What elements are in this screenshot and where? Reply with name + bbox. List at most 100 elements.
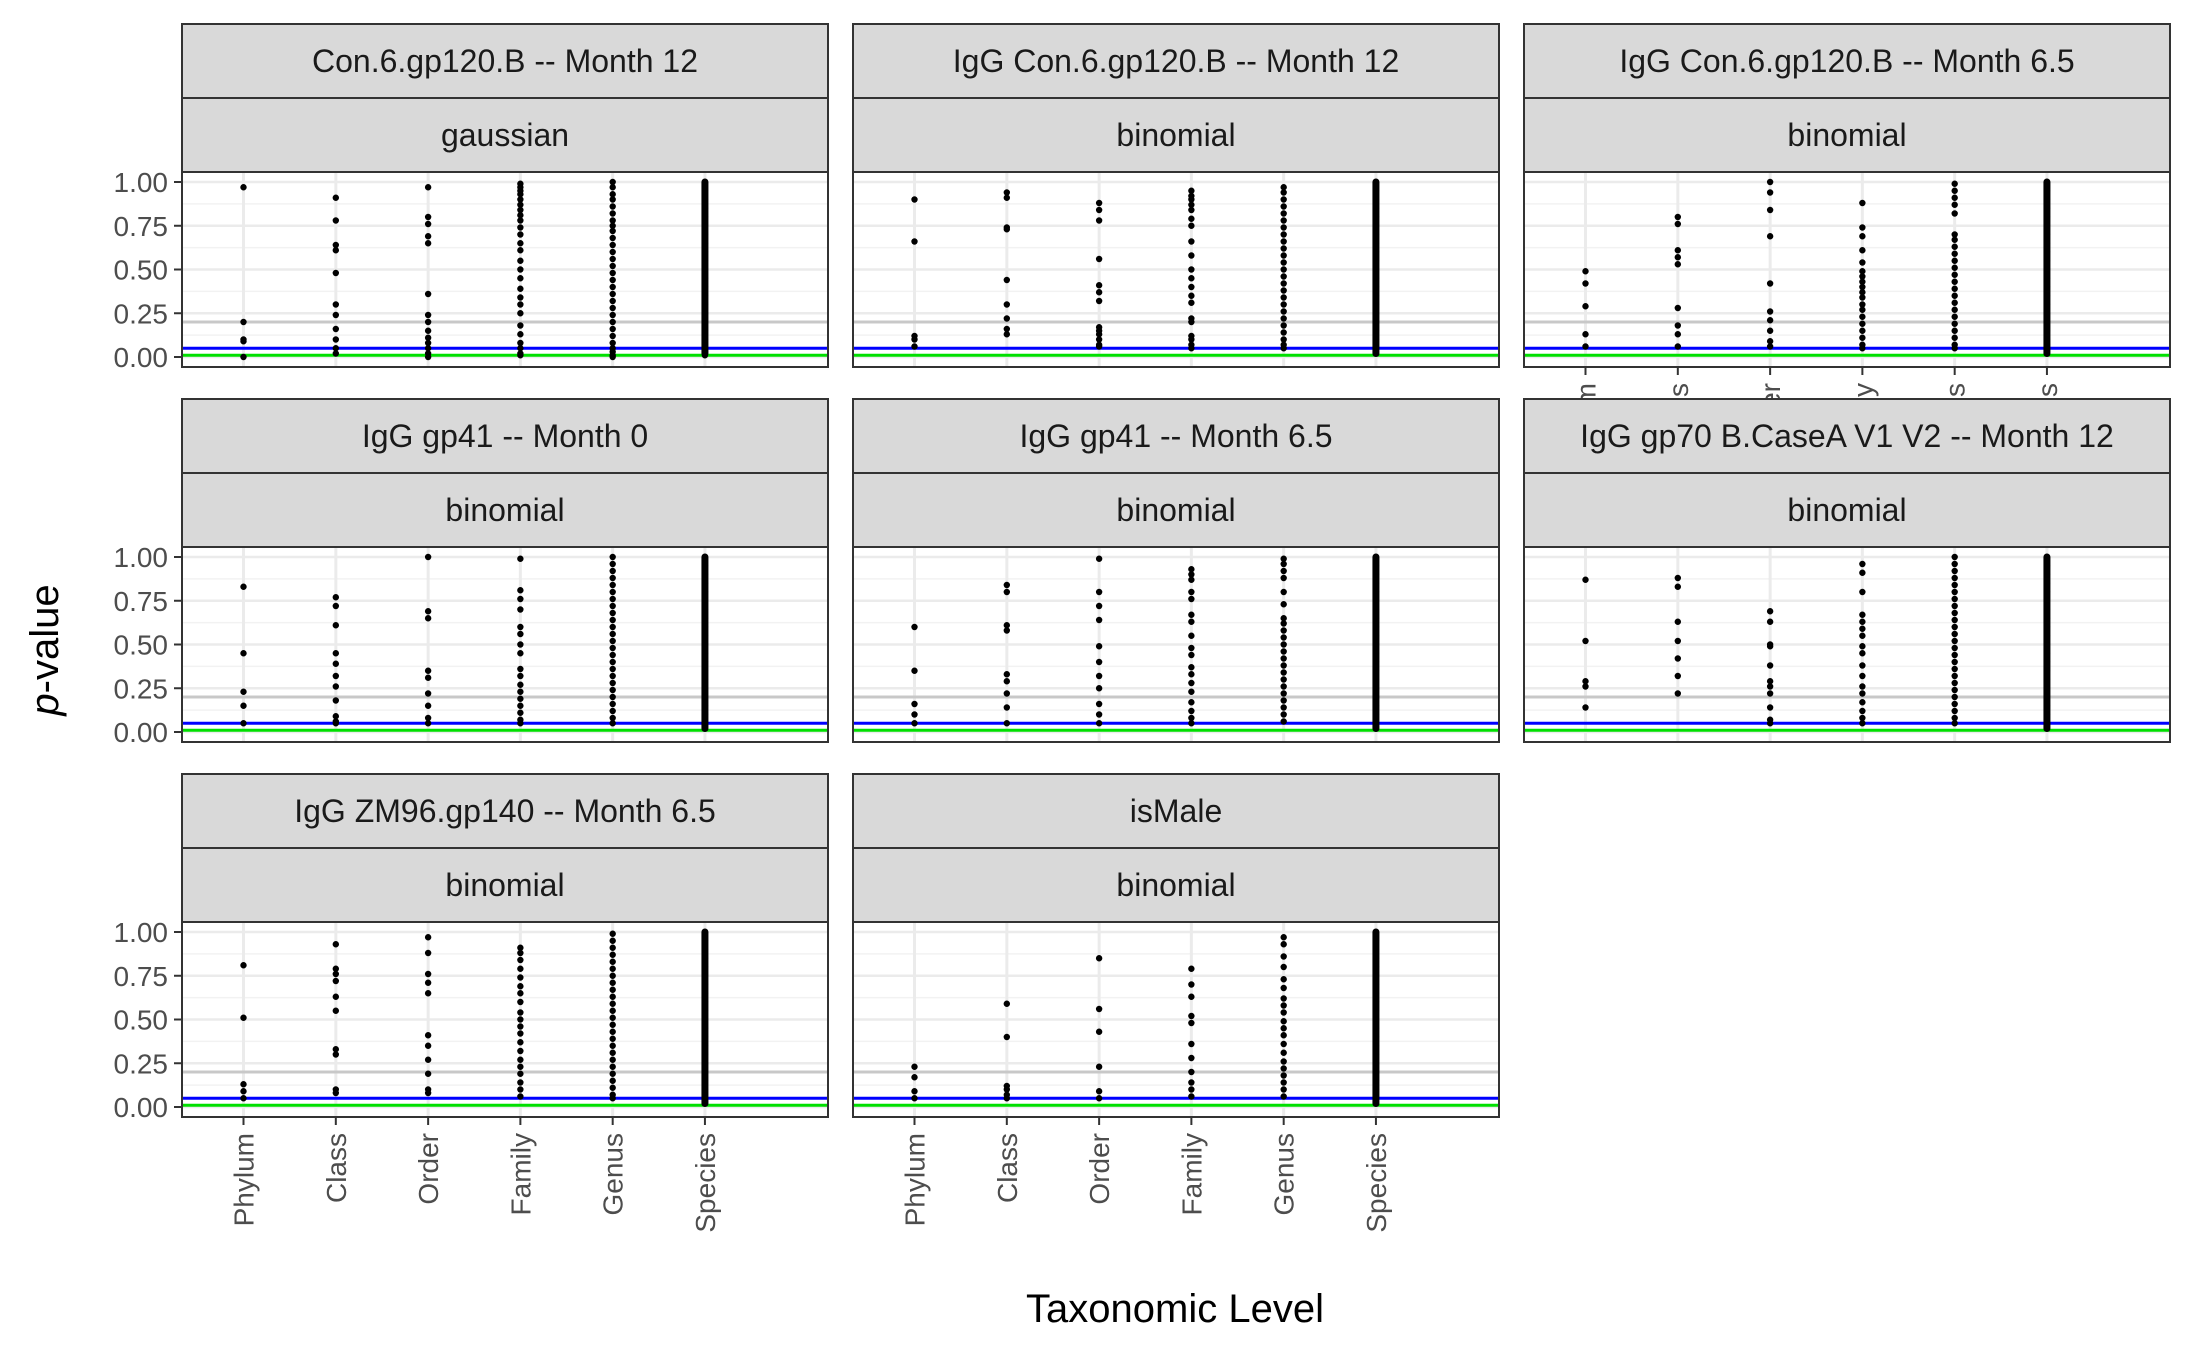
data-point xyxy=(609,1095,616,1102)
data-point xyxy=(609,283,616,291)
x-tick-label: Genus xyxy=(1269,1133,1300,1216)
data-point xyxy=(609,1035,616,1042)
data-point xyxy=(1951,271,1958,278)
data-point xyxy=(332,241,340,249)
data-point xyxy=(1188,1068,1195,1076)
panel-title: Con.6.gp120.B -- Month 12 xyxy=(312,43,698,79)
data-point xyxy=(424,1042,432,1049)
data-point xyxy=(1280,976,1287,983)
data-point xyxy=(240,318,247,326)
data-point xyxy=(609,1007,616,1014)
data-point xyxy=(517,595,524,603)
data-point xyxy=(609,196,616,203)
data-point xyxy=(1095,255,1103,263)
data-point xyxy=(609,1042,616,1049)
data-point xyxy=(517,944,524,951)
data-point xyxy=(609,1049,616,1056)
data-point xyxy=(609,993,616,1000)
data-point xyxy=(1951,345,1958,352)
data-point xyxy=(1188,201,1195,208)
data-point xyxy=(517,1070,524,1077)
data-point xyxy=(1003,301,1011,308)
data-point xyxy=(1280,934,1287,941)
data-point xyxy=(1188,714,1195,722)
y-tick-label: 1.00 xyxy=(114,917,169,948)
data-point xyxy=(517,587,524,594)
data-point xyxy=(609,297,616,305)
data-point xyxy=(1095,331,1103,338)
data-point xyxy=(1095,711,1103,718)
data-point xyxy=(332,977,340,985)
data-point xyxy=(609,937,616,944)
data-point xyxy=(1674,343,1682,350)
data-point xyxy=(1188,571,1195,578)
data-point xyxy=(1280,266,1287,273)
data-point xyxy=(1951,257,1958,264)
x-tick-label: Family xyxy=(505,1133,536,1215)
data-point xyxy=(1859,247,1866,254)
data-point xyxy=(517,665,524,673)
data-point xyxy=(1674,655,1682,662)
data-point xyxy=(1280,963,1287,971)
data-point xyxy=(1280,648,1287,655)
data-point xyxy=(240,720,247,727)
data-point xyxy=(1188,965,1195,972)
data-point xyxy=(1766,343,1774,350)
data-point xyxy=(1188,292,1195,299)
data-point xyxy=(1003,1000,1011,1007)
data-point xyxy=(517,1047,524,1055)
data-point xyxy=(1095,206,1103,214)
data-point xyxy=(1188,566,1195,573)
data-point xyxy=(1951,714,1958,722)
data-point xyxy=(1003,627,1011,634)
data-point xyxy=(517,1063,524,1070)
data-point xyxy=(1280,574,1287,582)
data-point xyxy=(1280,995,1287,1002)
panel-family-strip xyxy=(852,472,1500,548)
y-tick-label: 0.00 xyxy=(114,1092,169,1123)
data-point xyxy=(1859,569,1866,576)
panel-1: Con.6.gp120.B -- Month 12 gaussian 0.00 0.2… xyxy=(114,23,829,373)
data-point xyxy=(1003,671,1011,678)
panel-family: binomial xyxy=(445,867,564,903)
data-point xyxy=(1280,1093,1287,1100)
data-point xyxy=(609,972,616,979)
data-point xyxy=(517,217,524,224)
data-point xyxy=(1951,693,1958,701)
data-point xyxy=(1280,676,1287,683)
x-tick-label: Family xyxy=(1176,1133,1207,1215)
data-point xyxy=(1188,1079,1195,1086)
data-point xyxy=(332,650,340,657)
data-point xyxy=(1951,278,1958,285)
data-point xyxy=(1280,308,1287,315)
data-point xyxy=(424,990,432,997)
data-point xyxy=(424,702,432,709)
data-point xyxy=(1766,643,1774,650)
data-point xyxy=(1859,618,1866,625)
panel-family: binomial xyxy=(1787,117,1906,153)
data-point xyxy=(1859,259,1866,266)
data-point xyxy=(1766,338,1774,345)
data-point xyxy=(517,965,524,972)
data-point xyxy=(1859,662,1866,669)
y-tick-label: 0.25 xyxy=(114,673,169,704)
data-point xyxy=(517,720,524,727)
data-point xyxy=(609,248,616,256)
data-point xyxy=(1766,233,1774,240)
data-point xyxy=(1280,287,1287,294)
data-point xyxy=(1280,315,1287,322)
data-point xyxy=(1188,720,1195,727)
data-point xyxy=(1188,215,1195,222)
data-point xyxy=(517,1009,524,1016)
data-point xyxy=(609,651,616,659)
data-point xyxy=(1859,560,1866,568)
data-point xyxy=(609,672,616,680)
data-point xyxy=(1280,627,1287,634)
data-point xyxy=(911,720,918,727)
data-point xyxy=(609,623,616,631)
data-point xyxy=(240,338,247,345)
panel-title-strip xyxy=(181,773,829,849)
data-point xyxy=(332,622,340,629)
data-point xyxy=(609,339,616,347)
